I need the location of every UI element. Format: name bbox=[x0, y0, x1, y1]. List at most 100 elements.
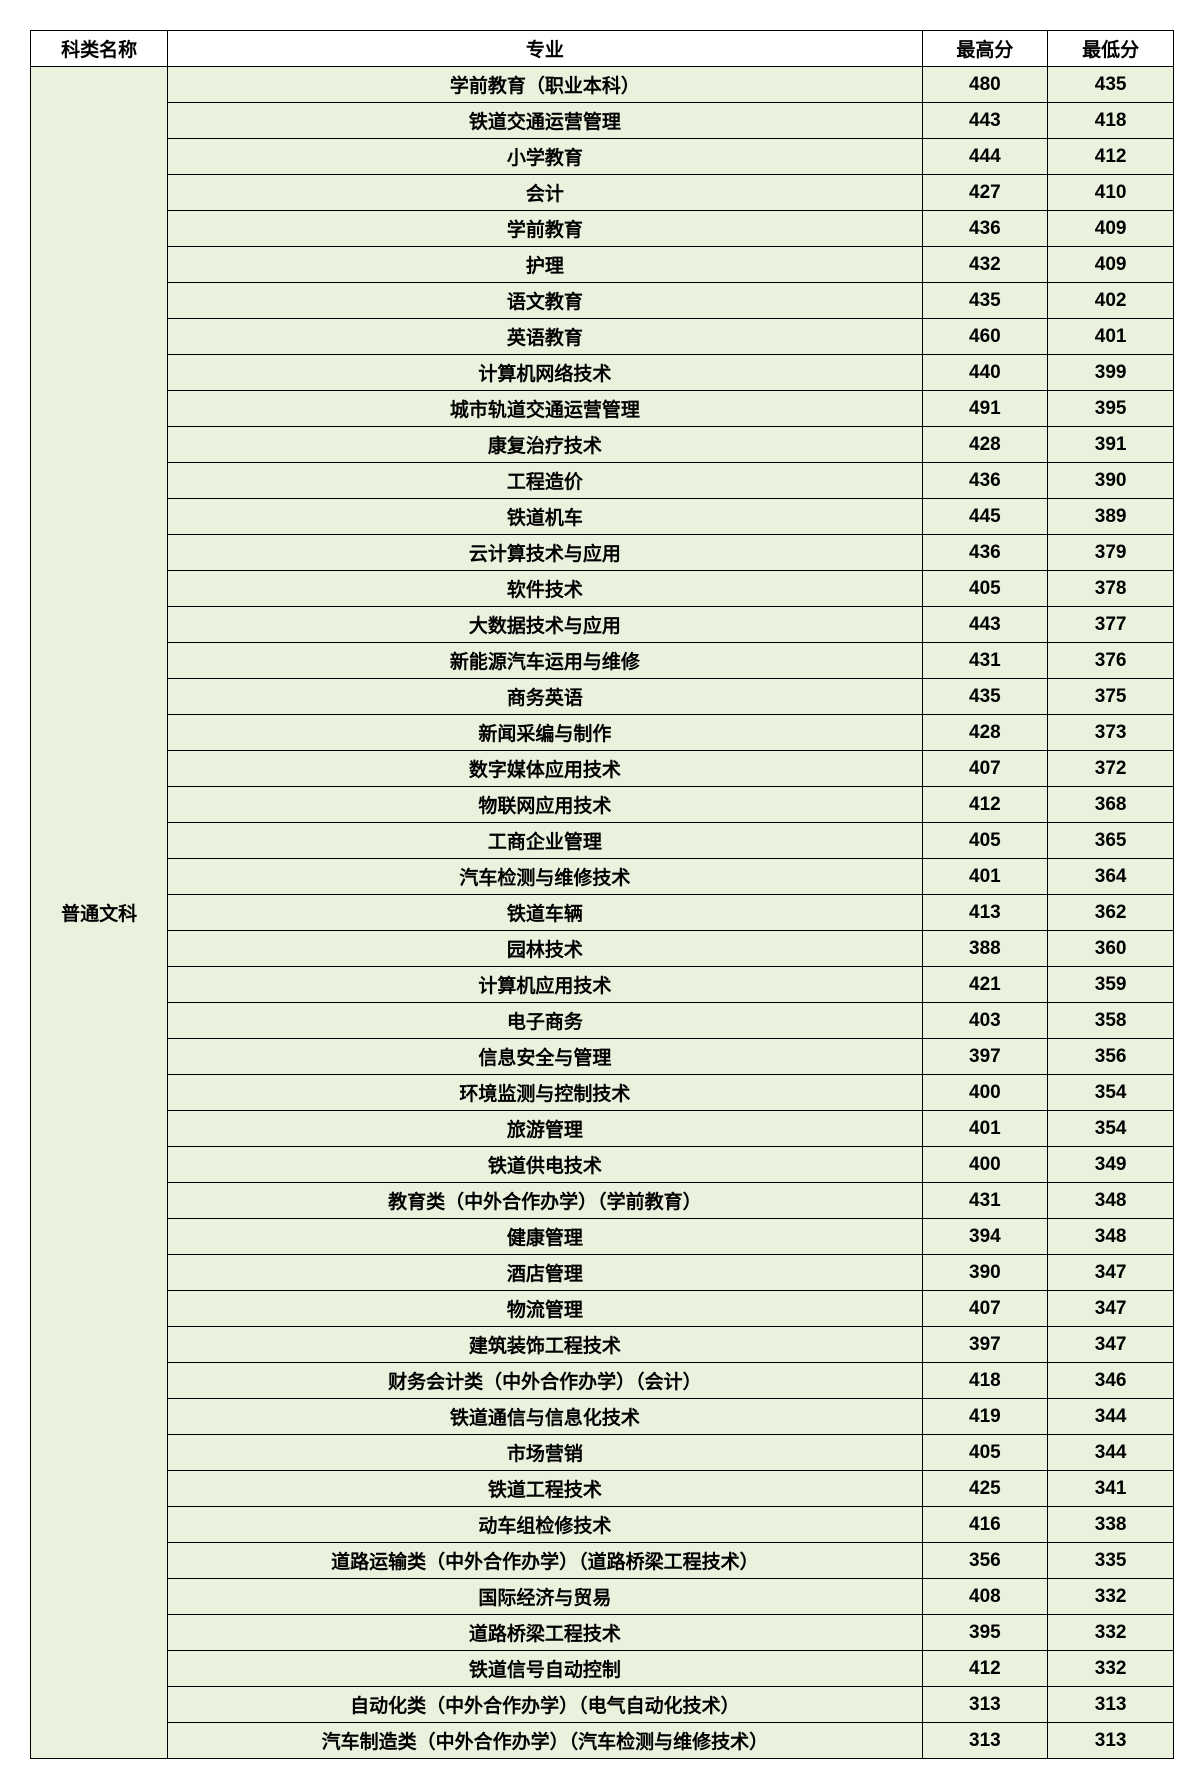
high-score-cell: 491 bbox=[922, 391, 1048, 427]
table-row: 英语教育460401 bbox=[31, 319, 1174, 355]
table-row: 软件技术405378 bbox=[31, 571, 1174, 607]
high-score-cell: 480 bbox=[922, 67, 1048, 103]
high-score-cell: 421 bbox=[922, 967, 1048, 1003]
major-cell: 铁道供电技术 bbox=[168, 1147, 922, 1183]
table-row: 酒店管理390347 bbox=[31, 1255, 1174, 1291]
high-score-cell: 408 bbox=[922, 1579, 1048, 1615]
major-cell: 铁道车辆 bbox=[168, 895, 922, 931]
table-row: 铁道车辆413362 bbox=[31, 895, 1174, 931]
major-cell: 电子商务 bbox=[168, 1003, 922, 1039]
low-score-cell: 347 bbox=[1048, 1327, 1174, 1363]
major-cell: 新能源汽车运用与维修 bbox=[168, 643, 922, 679]
major-cell: 护理 bbox=[168, 247, 922, 283]
major-cell: 商务英语 bbox=[168, 679, 922, 715]
low-score-cell: 349 bbox=[1048, 1147, 1174, 1183]
table-row: 财务会计类（中外合作办学）（会计）418346 bbox=[31, 1363, 1174, 1399]
major-cell: 英语教育 bbox=[168, 319, 922, 355]
high-score-cell: 397 bbox=[922, 1039, 1048, 1075]
major-cell: 酒店管理 bbox=[168, 1255, 922, 1291]
table-row: 道路桥梁工程技术395332 bbox=[31, 1615, 1174, 1651]
high-score-cell: 419 bbox=[922, 1399, 1048, 1435]
table-row: 商务英语435375 bbox=[31, 679, 1174, 715]
low-score-cell: 335 bbox=[1048, 1543, 1174, 1579]
table-row: 学前教育436409 bbox=[31, 211, 1174, 247]
low-score-cell: 389 bbox=[1048, 499, 1174, 535]
major-cell: 铁道交通运营管理 bbox=[168, 103, 922, 139]
major-cell: 工商企业管理 bbox=[168, 823, 922, 859]
header-major: 专业 bbox=[168, 31, 922, 67]
major-cell: 旅游管理 bbox=[168, 1111, 922, 1147]
major-cell: 铁道机车 bbox=[168, 499, 922, 535]
low-score-cell: 390 bbox=[1048, 463, 1174, 499]
low-score-cell: 409 bbox=[1048, 247, 1174, 283]
high-score-cell: 428 bbox=[922, 715, 1048, 751]
score-table: 科类名称 专业 最高分 最低分 普通文科学前教育（职业本科）480435铁道交通… bbox=[30, 30, 1174, 1759]
major-cell: 计算机应用技术 bbox=[168, 967, 922, 1003]
low-score-cell: 346 bbox=[1048, 1363, 1174, 1399]
high-score-cell: 407 bbox=[922, 751, 1048, 787]
low-score-cell: 402 bbox=[1048, 283, 1174, 319]
high-score-cell: 440 bbox=[922, 355, 1048, 391]
high-score-cell: 416 bbox=[922, 1507, 1048, 1543]
low-score-cell: 365 bbox=[1048, 823, 1174, 859]
table-row: 汽车检测与维修技术401364 bbox=[31, 859, 1174, 895]
high-score-cell: 407 bbox=[922, 1291, 1048, 1327]
low-score-cell: 344 bbox=[1048, 1435, 1174, 1471]
table-row: 自动化类（中外合作办学）（电气自动化技术）313313 bbox=[31, 1687, 1174, 1723]
high-score-cell: 388 bbox=[922, 931, 1048, 967]
low-score-cell: 379 bbox=[1048, 535, 1174, 571]
table-row: 小学教育444412 bbox=[31, 139, 1174, 175]
major-cell: 学前教育 bbox=[168, 211, 922, 247]
high-score-cell: 412 bbox=[922, 1651, 1048, 1687]
low-score-cell: 338 bbox=[1048, 1507, 1174, 1543]
table-row: 道路运输类（中外合作办学）（道路桥梁工程技术）356335 bbox=[31, 1543, 1174, 1579]
table-row: 市场营销405344 bbox=[31, 1435, 1174, 1471]
high-score-cell: 400 bbox=[922, 1147, 1048, 1183]
low-score-cell: 409 bbox=[1048, 211, 1174, 247]
high-score-cell: 403 bbox=[922, 1003, 1048, 1039]
category-cell: 普通文科 bbox=[31, 67, 168, 1759]
major-cell: 云计算技术与应用 bbox=[168, 535, 922, 571]
high-score-cell: 427 bbox=[922, 175, 1048, 211]
major-cell: 学前教育（职业本科） bbox=[168, 67, 922, 103]
low-score-cell: 348 bbox=[1048, 1219, 1174, 1255]
table-row: 汽车制造类（中外合作办学）（汽车检测与维修技术）313313 bbox=[31, 1723, 1174, 1759]
major-cell: 工程造价 bbox=[168, 463, 922, 499]
table-row: 普通文科学前教育（职业本科）480435 bbox=[31, 67, 1174, 103]
high-score-cell: 436 bbox=[922, 463, 1048, 499]
major-cell: 康复治疗技术 bbox=[168, 427, 922, 463]
high-score-cell: 436 bbox=[922, 535, 1048, 571]
high-score-cell: 425 bbox=[922, 1471, 1048, 1507]
table-row: 会计427410 bbox=[31, 175, 1174, 211]
low-score-cell: 376 bbox=[1048, 643, 1174, 679]
low-score-cell: 348 bbox=[1048, 1183, 1174, 1219]
high-score-cell: 428 bbox=[922, 427, 1048, 463]
high-score-cell: 432 bbox=[922, 247, 1048, 283]
low-score-cell: 364 bbox=[1048, 859, 1174, 895]
low-score-cell: 344 bbox=[1048, 1399, 1174, 1435]
high-score-cell: 405 bbox=[922, 571, 1048, 607]
table-row: 计算机应用技术421359 bbox=[31, 967, 1174, 1003]
low-score-cell: 435 bbox=[1048, 67, 1174, 103]
table-row: 国际经济与贸易408332 bbox=[31, 1579, 1174, 1615]
table-row: 大数据技术与应用443377 bbox=[31, 607, 1174, 643]
high-score-cell: 405 bbox=[922, 823, 1048, 859]
low-score-cell: 341 bbox=[1048, 1471, 1174, 1507]
low-score-cell: 378 bbox=[1048, 571, 1174, 607]
major-cell: 信息安全与管理 bbox=[168, 1039, 922, 1075]
low-score-cell: 354 bbox=[1048, 1075, 1174, 1111]
major-cell: 自动化类（中外合作办学）（电气自动化技术） bbox=[168, 1687, 922, 1723]
table-row: 电子商务403358 bbox=[31, 1003, 1174, 1039]
table-row: 工商企业管理405365 bbox=[31, 823, 1174, 859]
low-score-cell: 362 bbox=[1048, 895, 1174, 931]
major-cell: 汽车检测与维修技术 bbox=[168, 859, 922, 895]
high-score-cell: 431 bbox=[922, 643, 1048, 679]
major-cell: 道路桥梁工程技术 bbox=[168, 1615, 922, 1651]
major-cell: 物联网应用技术 bbox=[168, 787, 922, 823]
table-row: 铁道交通运营管理443418 bbox=[31, 103, 1174, 139]
table-row: 铁道信号自动控制412332 bbox=[31, 1651, 1174, 1687]
low-score-cell: 313 bbox=[1048, 1687, 1174, 1723]
header-row: 科类名称 专业 最高分 最低分 bbox=[31, 31, 1174, 67]
major-cell: 市场营销 bbox=[168, 1435, 922, 1471]
table-row: 信息安全与管理397356 bbox=[31, 1039, 1174, 1075]
